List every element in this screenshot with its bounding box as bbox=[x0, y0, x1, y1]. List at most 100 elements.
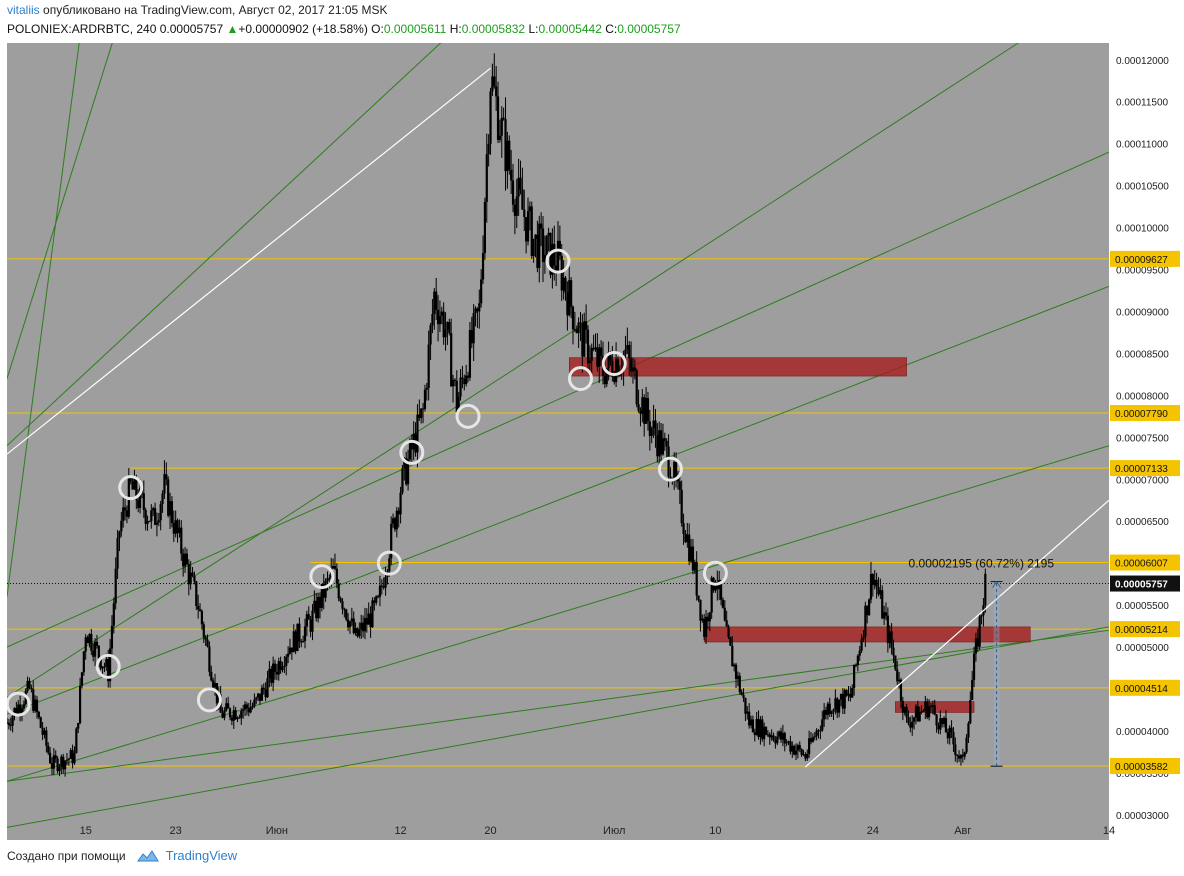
candle-body bbox=[736, 675, 740, 680]
candle-body bbox=[227, 703, 230, 709]
price-axis[interactable] bbox=[1109, 43, 1181, 840]
candle-body bbox=[631, 367, 635, 372]
candle-body bbox=[457, 396, 460, 413]
touch-circle[interactable] bbox=[567, 366, 593, 392]
candle-body bbox=[875, 579, 878, 588]
candle-body bbox=[496, 96, 500, 140]
touch-circle[interactable] bbox=[95, 653, 121, 679]
candle-body bbox=[309, 619, 312, 632]
x-tick-label: 12 bbox=[394, 825, 406, 837]
candle-body bbox=[536, 234, 539, 269]
touch-circle[interactable] bbox=[7, 691, 31, 717]
candle-body bbox=[881, 590, 884, 619]
channel-line[interactable] bbox=[7, 626, 1109, 828]
candle-body bbox=[508, 140, 511, 170]
candle-body bbox=[721, 599, 725, 608]
candle-body bbox=[586, 329, 590, 364]
candle-body bbox=[609, 352, 612, 361]
candle-body bbox=[71, 750, 74, 764]
level-price-badge bbox=[1110, 554, 1180, 571]
candle-body bbox=[257, 693, 260, 698]
candle-body bbox=[613, 376, 616, 383]
candle-body bbox=[332, 565, 335, 569]
candle-body bbox=[466, 375, 470, 378]
x-tick-label: 23 bbox=[170, 825, 182, 837]
white-trend-line[interactable] bbox=[804, 499, 1109, 768]
candle-body bbox=[890, 631, 893, 648]
candle-body bbox=[950, 727, 953, 733]
candle-body bbox=[170, 501, 174, 524]
candle-body bbox=[324, 580, 327, 598]
candle-body bbox=[485, 154, 488, 202]
y-tick-label: 0.00012000 bbox=[1116, 56, 1169, 67]
touch-circle[interactable] bbox=[399, 439, 425, 465]
touch-circle[interactable] bbox=[601, 350, 627, 376]
touch-circle[interactable] bbox=[376, 550, 402, 576]
touch-circle[interactable] bbox=[657, 456, 683, 482]
x-tick-label: 20 bbox=[484, 825, 496, 837]
touch-circle[interactable] bbox=[196, 687, 222, 713]
candle-body bbox=[15, 708, 18, 715]
candle-body bbox=[393, 518, 397, 530]
candle-body bbox=[382, 586, 385, 588]
channel-line[interactable] bbox=[7, 0, 558, 447]
candle-body bbox=[776, 736, 779, 744]
candle-body bbox=[298, 623, 301, 642]
candle-body bbox=[427, 344, 430, 388]
tradingview-brand-link[interactable]: TradingView bbox=[165, 848, 238, 863]
channel-line[interactable] bbox=[7, 445, 1109, 782]
touch-circle[interactable] bbox=[309, 564, 335, 590]
candle-body bbox=[659, 430, 663, 455]
candle-body bbox=[693, 562, 696, 571]
candle-body bbox=[189, 572, 192, 585]
channel-line[interactable] bbox=[7, 285, 1109, 715]
white-channel-line[interactable] bbox=[7, 67, 491, 455]
candle-body bbox=[480, 279, 483, 304]
touch-circle[interactable] bbox=[118, 475, 144, 501]
candle-body bbox=[706, 616, 710, 622]
candle-body bbox=[461, 377, 464, 379]
author-link[interactable]: vitaliis bbox=[7, 3, 40, 17]
resistance-zone[interactable] bbox=[568, 357, 907, 377]
candle-body bbox=[450, 333, 453, 387]
candle-body bbox=[341, 601, 344, 609]
candle-body bbox=[952, 732, 955, 745]
candle-body bbox=[172, 523, 175, 534]
candle-body bbox=[843, 690, 846, 709]
candle-body bbox=[371, 600, 374, 628]
candle-body bbox=[234, 710, 237, 720]
candle-body bbox=[725, 620, 728, 627]
candle-body bbox=[583, 321, 586, 357]
candle-body bbox=[605, 368, 608, 385]
last-price: 0.00005757 bbox=[159, 22, 224, 36]
candle-body bbox=[800, 749, 803, 755]
candle-body bbox=[811, 737, 814, 742]
candle-body bbox=[208, 646, 211, 672]
candle-body bbox=[273, 663, 277, 672]
touch-circle[interactable] bbox=[455, 403, 481, 429]
channel-line[interactable] bbox=[7, 0, 86, 597]
candle-body bbox=[43, 730, 46, 735]
candle-body bbox=[65, 759, 69, 761]
candle-body bbox=[629, 358, 633, 372]
touch-circle[interactable] bbox=[545, 248, 571, 274]
channel-line[interactable] bbox=[7, 0, 131, 379]
candle-body bbox=[361, 622, 365, 632]
candle-body bbox=[513, 204, 516, 216]
candle-body bbox=[686, 534, 689, 543]
symbol-info: POLONIEX:ARDRBTC, 240 0.00005757 ▲+0.000… bbox=[7, 22, 681, 36]
candle-body bbox=[287, 653, 290, 657]
touch-circle[interactable] bbox=[702, 560, 728, 586]
candle-body bbox=[956, 754, 959, 756]
candle-body bbox=[836, 698, 839, 713]
candle-body bbox=[791, 745, 794, 752]
candle-body bbox=[210, 671, 213, 681]
candle-body bbox=[69, 750, 72, 759]
candle-body bbox=[288, 647, 292, 654]
candle-body bbox=[897, 679, 901, 682]
channel-line[interactable] bbox=[7, 629, 1109, 782]
candle-body bbox=[107, 659, 110, 682]
candle-body bbox=[369, 613, 372, 628]
resistance-zone[interactable] bbox=[703, 626, 1031, 643]
